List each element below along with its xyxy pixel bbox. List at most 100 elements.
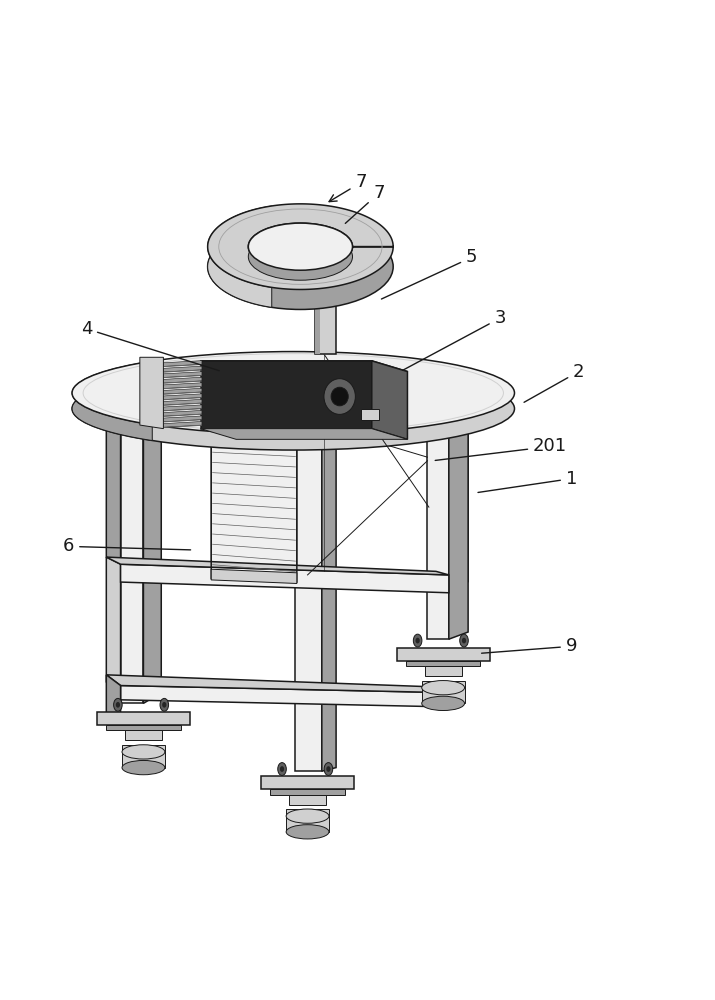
Ellipse shape: [413, 634, 422, 647]
Polygon shape: [164, 375, 202, 378]
Polygon shape: [372, 361, 408, 439]
Ellipse shape: [248, 233, 352, 280]
Polygon shape: [286, 809, 329, 832]
Ellipse shape: [326, 766, 330, 772]
Polygon shape: [164, 388, 202, 394]
Text: 9: 9: [482, 637, 577, 655]
Polygon shape: [428, 422, 449, 639]
Polygon shape: [164, 392, 202, 395]
Text: 1: 1: [478, 470, 577, 492]
Ellipse shape: [122, 760, 165, 775]
Polygon shape: [164, 386, 202, 389]
Polygon shape: [397, 648, 490, 661]
Ellipse shape: [277, 763, 286, 775]
Polygon shape: [164, 383, 202, 388]
Polygon shape: [107, 404, 449, 418]
Ellipse shape: [248, 223, 352, 270]
Ellipse shape: [422, 696, 465, 711]
Polygon shape: [164, 366, 202, 372]
Polygon shape: [406, 661, 480, 666]
Ellipse shape: [116, 702, 120, 708]
Polygon shape: [422, 681, 465, 703]
Ellipse shape: [257, 389, 358, 414]
Polygon shape: [164, 405, 202, 411]
Polygon shape: [164, 370, 202, 373]
Polygon shape: [121, 686, 449, 707]
Text: 5: 5: [381, 248, 478, 299]
Polygon shape: [361, 409, 379, 420]
Polygon shape: [164, 408, 202, 411]
Polygon shape: [322, 422, 336, 771]
Ellipse shape: [415, 638, 420, 643]
Polygon shape: [257, 389, 292, 432]
Polygon shape: [164, 420, 202, 422]
Ellipse shape: [286, 809, 329, 823]
Polygon shape: [164, 414, 202, 417]
Polygon shape: [164, 372, 202, 377]
Polygon shape: [164, 416, 202, 422]
Text: 6: 6: [63, 537, 191, 555]
Polygon shape: [164, 410, 202, 416]
Ellipse shape: [324, 763, 332, 775]
Polygon shape: [164, 377, 202, 383]
Polygon shape: [107, 725, 180, 730]
Polygon shape: [140, 357, 164, 429]
Polygon shape: [97, 712, 189, 725]
Polygon shape: [107, 675, 449, 693]
Text: 7: 7: [345, 184, 385, 223]
Text: 2: 2: [524, 363, 584, 402]
Polygon shape: [164, 403, 202, 406]
Polygon shape: [121, 414, 144, 703]
Polygon shape: [315, 300, 320, 354]
Ellipse shape: [462, 638, 466, 643]
Polygon shape: [164, 397, 202, 400]
Polygon shape: [122, 745, 165, 768]
Polygon shape: [107, 557, 449, 575]
Polygon shape: [144, 411, 162, 703]
Ellipse shape: [324, 379, 355, 414]
Text: 4: 4: [81, 320, 220, 371]
Polygon shape: [449, 418, 468, 639]
Polygon shape: [164, 361, 202, 366]
Polygon shape: [164, 364, 202, 367]
Ellipse shape: [331, 387, 348, 406]
Polygon shape: [164, 399, 202, 405]
Ellipse shape: [460, 634, 468, 647]
Ellipse shape: [72, 352, 515, 434]
Polygon shape: [164, 381, 202, 384]
Polygon shape: [121, 564, 449, 593]
Polygon shape: [200, 429, 408, 439]
Polygon shape: [164, 394, 202, 400]
Polygon shape: [449, 418, 468, 582]
Polygon shape: [289, 795, 326, 805]
Ellipse shape: [286, 825, 329, 839]
Polygon shape: [211, 418, 297, 582]
Ellipse shape: [257, 407, 358, 432]
Ellipse shape: [114, 698, 122, 711]
Polygon shape: [211, 569, 297, 583]
Polygon shape: [270, 789, 345, 795]
Polygon shape: [200, 361, 408, 372]
Text: 3: 3: [403, 309, 506, 370]
Ellipse shape: [160, 698, 169, 711]
Polygon shape: [200, 361, 372, 429]
Polygon shape: [207, 204, 393, 289]
Polygon shape: [164, 425, 202, 428]
Text: 7: 7: [329, 173, 367, 202]
Polygon shape: [207, 206, 272, 307]
Polygon shape: [261, 776, 354, 789]
Polygon shape: [107, 404, 121, 564]
Polygon shape: [107, 557, 121, 689]
Text: 201: 201: [435, 437, 567, 460]
Ellipse shape: [122, 745, 165, 759]
Polygon shape: [315, 300, 336, 354]
Polygon shape: [295, 407, 325, 411]
Ellipse shape: [72, 367, 515, 450]
Polygon shape: [121, 411, 449, 436]
Ellipse shape: [162, 702, 167, 708]
Polygon shape: [295, 422, 322, 771]
Polygon shape: [72, 361, 152, 441]
Polygon shape: [125, 730, 162, 740]
Polygon shape: [107, 675, 121, 728]
Polygon shape: [425, 666, 462, 676]
